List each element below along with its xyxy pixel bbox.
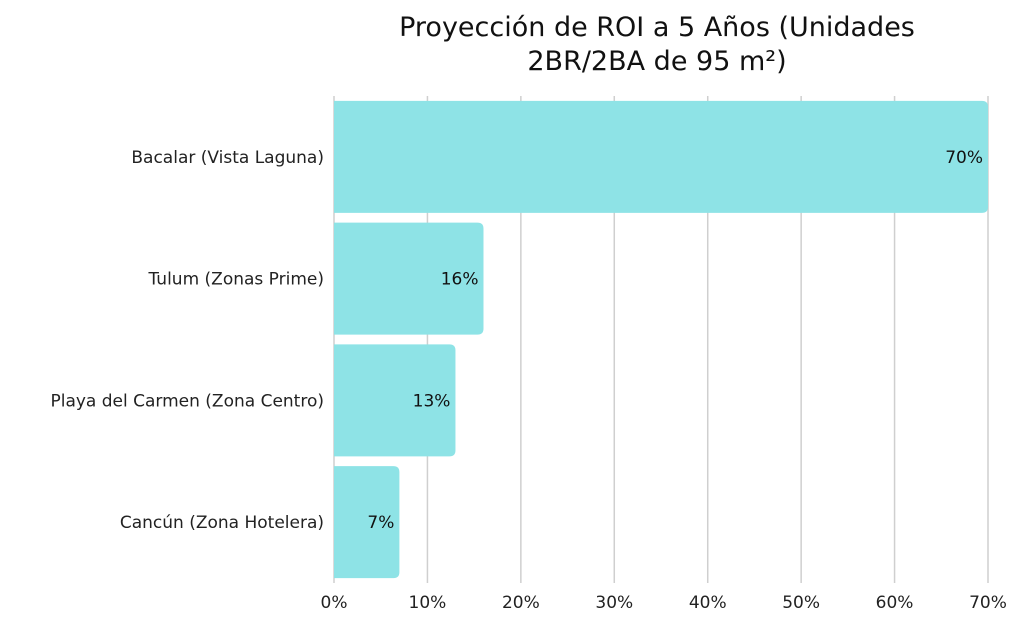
value-label: 13% — [413, 391, 451, 411]
x-tick-label: 60% — [876, 593, 914, 613]
category-label: Bacalar (Vista Laguna) — [131, 148, 324, 168]
x-tick-label: 0% — [321, 593, 348, 613]
x-tick-label: 20% — [502, 593, 540, 613]
value-label: 7% — [367, 513, 394, 533]
bar-3 — [334, 466, 400, 579]
category-label: Tulum (Zonas Prime) — [148, 270, 325, 290]
value-label: 16% — [441, 270, 479, 290]
category-label: Playa del Carmen (Zona Centro) — [50, 391, 324, 411]
x-tick-label: 30% — [595, 593, 633, 613]
labels: 0% 10% 20% 30% 40% 50% 60% 70% Bacalar (Vista La… — [50, 148, 1006, 613]
x-tick-label: 10% — [409, 593, 447, 613]
bar-1 — [334, 222, 484, 335]
x-tick-label: 70% — [969, 593, 1007, 613]
chart-title-line-2: 2BR/2BA de 95 m²) — [527, 46, 786, 77]
bars — [334, 100, 988, 579]
category-label: Cancún (Zona Hotelera) — [120, 513, 324, 533]
x-tick-label: 50% — [782, 593, 820, 613]
value-label: 70% — [945, 148, 983, 168]
x-tick-label: 40% — [689, 593, 727, 613]
bar-2 — [334, 344, 456, 457]
chart-title-line-1: Proyección de ROI a 5 Años (Unidades — [399, 12, 915, 43]
bar-0 — [334, 100, 988, 213]
